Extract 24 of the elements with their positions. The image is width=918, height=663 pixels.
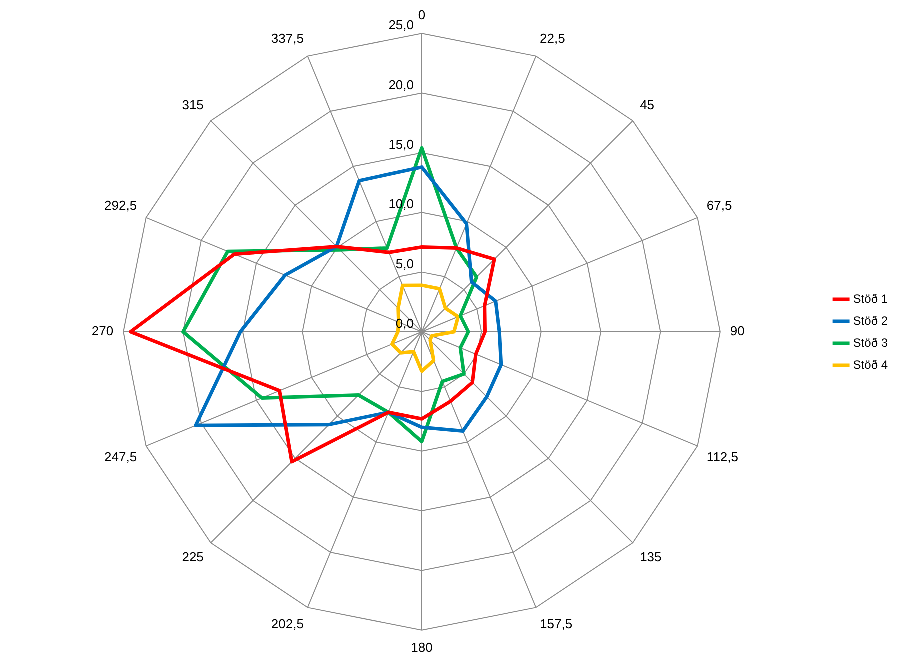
legend-label: Stöð 4: [853, 358, 888, 372]
spoke-label: 135: [640, 549, 662, 564]
spoke-label: 112,5: [706, 449, 739, 464]
spoke-label: 180: [411, 640, 433, 655]
legend-label: Stöð 3: [853, 336, 888, 350]
spoke-label: 67,5: [706, 198, 732, 213]
legend-label: Stöð 1: [853, 292, 888, 306]
spoke-label: 270: [92, 324, 114, 339]
spoke-label: 337,5: [271, 30, 304, 46]
spoke-label: 22,5: [540, 30, 566, 46]
y-tick-label: 25,0: [388, 18, 414, 33]
spoke-label: 157,5: [540, 616, 573, 632]
legend-label: Stöð 2: [853, 314, 888, 328]
spoke-label: 202,5: [271, 616, 304, 632]
spoke-label: 247,5: [104, 449, 138, 464]
y-tick-label: 15,0: [388, 137, 414, 152]
spoke-label: 225: [182, 549, 204, 564]
y-tick-label: 5,0: [396, 256, 414, 272]
spoke-label: 45: [640, 98, 655, 113]
spoke-label: 315: [182, 98, 204, 113]
spoke-label: 0: [418, 7, 426, 22]
y-tick-label: 20,0: [388, 77, 414, 92]
spoke-label: 90: [730, 324, 745, 339]
spoke-label: 292,5: [104, 198, 138, 213]
